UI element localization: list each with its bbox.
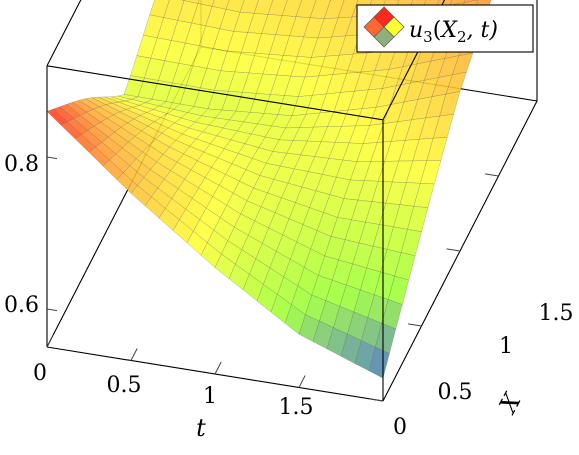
x-tick-label: 0.5 xyxy=(438,380,473,405)
x-tick-label: 1 xyxy=(499,334,513,359)
axis-box-front xyxy=(46,0,538,402)
z-tick-label: 0.6 xyxy=(4,293,39,318)
box-edge xyxy=(46,65,384,121)
t-tick-label: 0 xyxy=(33,361,47,386)
t-tick-mark xyxy=(46,334,54,348)
box-edge xyxy=(46,0,82,67)
z-tick-label: 0.8 xyxy=(4,152,39,177)
x-tick-mark xyxy=(369,398,384,402)
legend-entry: u3(X2, t) xyxy=(409,18,498,46)
x-tick-mark xyxy=(407,323,422,327)
axis-ticks xyxy=(46,156,499,402)
legend-func-subscript: 3 xyxy=(423,28,433,46)
x-axis-label: X xyxy=(493,388,527,419)
legend-func: u xyxy=(409,18,423,43)
surface-patch xyxy=(368,346,390,379)
legend-arg: X xyxy=(439,18,458,43)
z-tick-mark xyxy=(46,308,58,312)
z-tick-mark xyxy=(46,156,58,160)
box-edge xyxy=(382,0,446,121)
x-tick-label: 1.5 xyxy=(539,301,574,326)
t-tick-mark xyxy=(298,375,306,388)
t-tick-label: 1 xyxy=(203,384,217,409)
legend-arg-subscript: 2 xyxy=(457,28,467,46)
legend: u3(X2, t) xyxy=(356,4,534,53)
surface-mesh xyxy=(46,0,492,379)
t-tick-label: 0.5 xyxy=(107,373,142,398)
t-tick-mark xyxy=(214,361,222,375)
t-axis-label: t xyxy=(196,414,206,442)
x-tick-mark xyxy=(446,248,461,252)
legend-rest: , t) xyxy=(467,18,498,43)
x-tick-label: 0 xyxy=(393,415,407,440)
legend-open-paren: ( xyxy=(433,18,442,43)
t-tick-mark xyxy=(130,348,138,361)
x-tick-mark xyxy=(484,173,499,177)
legend-swatch-icon xyxy=(363,6,405,48)
t-tick-label: 1.5 xyxy=(279,395,314,420)
